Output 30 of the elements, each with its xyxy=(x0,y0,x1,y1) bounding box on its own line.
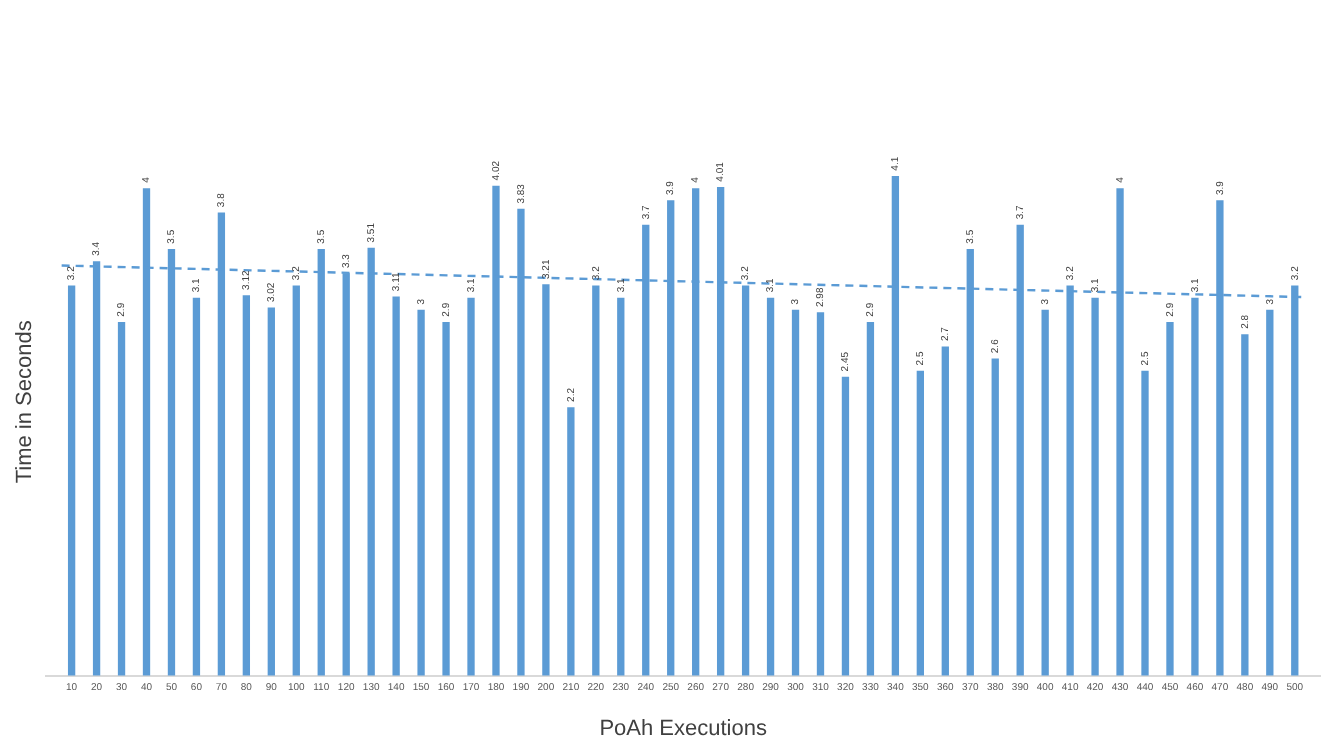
bar xyxy=(592,285,600,676)
bar xyxy=(292,285,300,676)
bar xyxy=(916,370,924,676)
bar xyxy=(392,296,400,676)
bar xyxy=(617,297,625,676)
bar xyxy=(67,285,76,676)
bar xyxy=(866,322,875,676)
x-axis-title: PoAh Executions xyxy=(599,716,768,741)
bar xyxy=(267,307,275,676)
bar xyxy=(766,297,775,676)
bar xyxy=(542,284,550,676)
bar xyxy=(442,322,450,676)
bar xyxy=(1166,322,1174,676)
bar xyxy=(941,346,949,676)
bar xyxy=(467,297,475,676)
bar xyxy=(242,295,251,676)
bar xyxy=(1041,309,1049,676)
bar xyxy=(1241,334,1249,676)
bar xyxy=(816,312,825,676)
bar xyxy=(791,309,800,676)
y-axis-title: Time in Seconds xyxy=(13,319,38,484)
bar xyxy=(1141,370,1149,676)
bar xyxy=(117,322,126,676)
bar xyxy=(1091,297,1099,676)
bar xyxy=(1266,309,1274,676)
bar xyxy=(991,358,999,676)
bar xyxy=(417,309,425,676)
bar xyxy=(567,407,575,676)
bar xyxy=(192,297,201,676)
bar xyxy=(841,376,850,676)
